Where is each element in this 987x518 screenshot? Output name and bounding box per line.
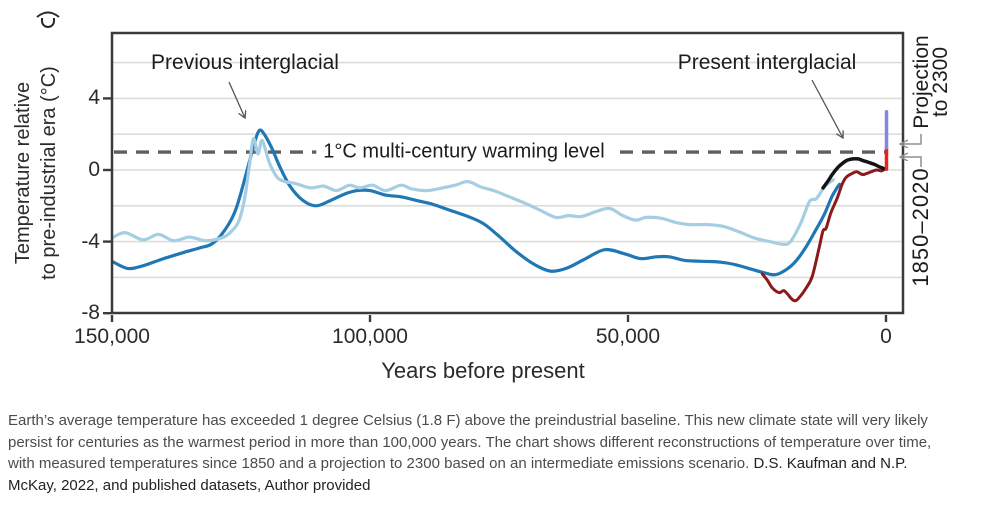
projection-label-line2: to 2300 — [929, 46, 952, 118]
label-1850-2020: 1850–2020 — [908, 167, 933, 287]
y-tick-label: -4 — [81, 229, 100, 253]
x-tick-label: 150,000 — [74, 325, 150, 348]
warming-level-label: 1°C multi-century warming level — [316, 140, 612, 164]
x-tick-label: 0 — [880, 325, 892, 348]
caption-citation: D.S. Kaufman and N.P. McKay, 2022, and p… — [8, 455, 908, 494]
figure-caption: Earth’s average temperature has exceeded… — [8, 410, 946, 496]
y-tick-label: 4 — [88, 86, 100, 110]
y-axis-title-line1: Temperature relative — [12, 81, 34, 265]
y-tick-label: 0 — [88, 158, 100, 181]
cropped-glyph — [35, 9, 61, 33]
x-tick-label: 100,000 — [332, 325, 408, 348]
chart-canvas — [103, 31, 922, 322]
y-tick-label: -8 — [81, 301, 100, 325]
x-tick-label: 50,000 — [595, 325, 661, 348]
caption-body: Earth’s average temperature has exceeded… — [8, 412, 932, 472]
annotation-present-interglacial: Present interglacial — [677, 51, 857, 74]
projection-to-2300-label: Projection to 2300 — [910, 35, 952, 128]
y-axis-title: Temperature relative to pre-industrial e… — [10, 66, 62, 280]
annotation-previous-interglacial: Previous interglacial — [151, 51, 339, 74]
x-axis-title: Years before present — [381, 358, 585, 383]
